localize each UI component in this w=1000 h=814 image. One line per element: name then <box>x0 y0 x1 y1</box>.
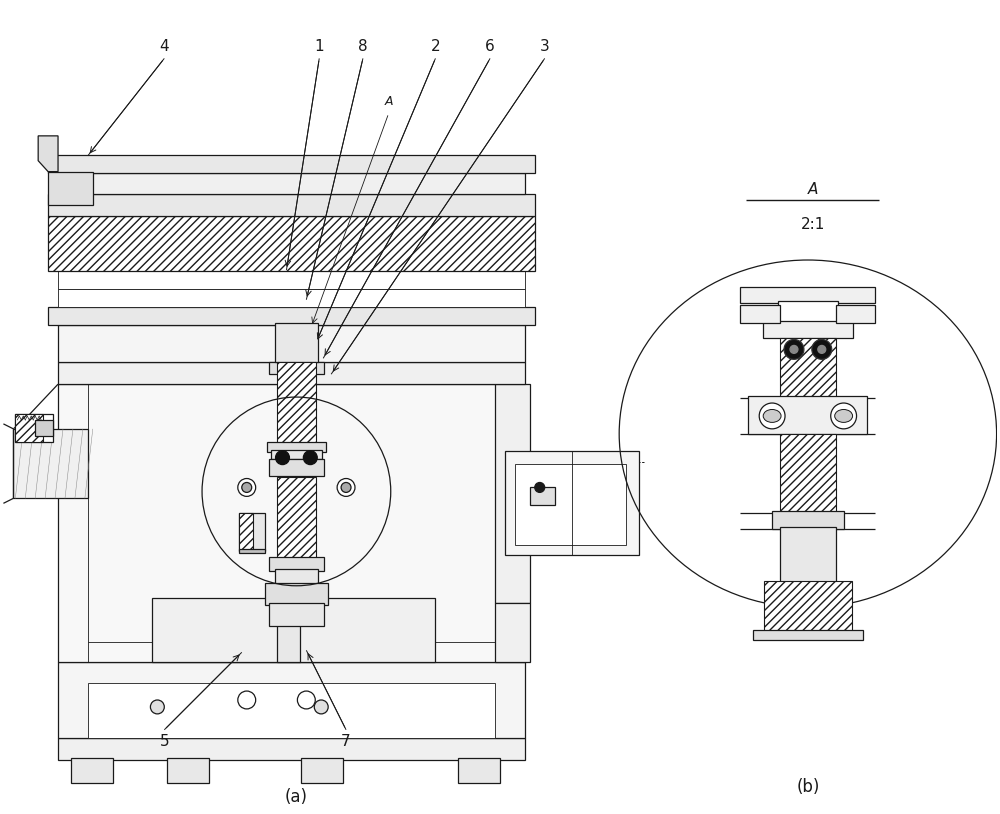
Bar <box>48 155 535 173</box>
Circle shape <box>276 451 289 465</box>
Bar <box>740 304 780 322</box>
Bar <box>35 420 53 435</box>
Text: A: A <box>808 182 818 198</box>
Bar <box>15 414 53 442</box>
Text: (b): (b) <box>796 778 820 796</box>
Bar <box>780 434 836 514</box>
Circle shape <box>818 345 826 353</box>
Text: A: A <box>385 94 393 107</box>
Bar <box>495 384 530 602</box>
Bar <box>269 602 324 627</box>
Bar <box>58 737 525 759</box>
Bar <box>515 464 626 545</box>
Bar <box>301 758 343 783</box>
Bar <box>275 322 318 362</box>
Bar <box>58 384 525 663</box>
Bar <box>277 362 316 444</box>
Text: 2: 2 <box>431 39 440 54</box>
Bar <box>753 631 863 641</box>
Bar <box>48 307 535 325</box>
Circle shape <box>303 451 317 465</box>
Bar <box>763 321 853 339</box>
Circle shape <box>314 700 328 714</box>
Text: 1: 1 <box>314 39 324 54</box>
Bar <box>505 451 639 555</box>
Text: 5: 5 <box>159 734 169 749</box>
Bar <box>269 362 324 374</box>
Bar <box>269 557 324 571</box>
Bar <box>58 271 525 289</box>
Text: 2:1: 2:1 <box>801 217 825 232</box>
Circle shape <box>790 345 798 353</box>
Text: 3: 3 <box>540 39 550 54</box>
Circle shape <box>238 479 256 497</box>
Bar <box>275 569 318 584</box>
Bar <box>748 396 867 434</box>
Bar <box>58 663 525 737</box>
Bar <box>167 758 209 783</box>
Circle shape <box>242 483 252 492</box>
Text: 8: 8 <box>358 39 368 54</box>
Text: (a): (a) <box>285 788 308 806</box>
Circle shape <box>341 483 351 492</box>
Bar <box>58 362 525 384</box>
Bar <box>13 429 88 498</box>
Bar <box>58 173 525 195</box>
Circle shape <box>297 691 315 709</box>
Bar <box>152 597 435 663</box>
Ellipse shape <box>763 409 781 422</box>
Bar <box>277 607 300 663</box>
Bar <box>530 488 555 505</box>
Circle shape <box>238 691 256 709</box>
Circle shape <box>759 403 785 429</box>
Bar <box>277 586 300 607</box>
Circle shape <box>150 700 164 714</box>
Bar <box>836 304 875 322</box>
Bar <box>458 758 500 783</box>
Bar <box>277 476 316 558</box>
Bar <box>239 549 265 553</box>
Circle shape <box>831 403 857 429</box>
Bar <box>269 458 324 475</box>
Bar <box>772 511 844 529</box>
Bar <box>239 514 265 551</box>
Bar <box>88 683 495 737</box>
Bar <box>58 325 525 362</box>
Bar <box>71 758 113 783</box>
Circle shape <box>784 339 804 359</box>
Ellipse shape <box>835 409 853 422</box>
Bar <box>58 289 525 307</box>
Bar <box>271 449 322 458</box>
Bar <box>15 414 43 442</box>
Bar <box>778 300 838 322</box>
Bar <box>48 195 535 217</box>
Bar <box>48 217 535 271</box>
Bar <box>239 514 253 551</box>
Circle shape <box>535 483 545 492</box>
Bar <box>740 287 875 303</box>
Bar <box>764 581 852 632</box>
Text: 4: 4 <box>159 39 169 54</box>
Bar <box>265 583 328 605</box>
Text: 7: 7 <box>341 734 351 749</box>
Bar <box>495 602 530 663</box>
Polygon shape <box>38 136 58 172</box>
Bar <box>267 442 326 452</box>
Circle shape <box>337 479 355 497</box>
Text: 6: 6 <box>485 39 495 54</box>
Bar <box>780 339 836 398</box>
Circle shape <box>812 339 832 359</box>
Bar <box>48 172 93 205</box>
Bar <box>780 527 836 583</box>
